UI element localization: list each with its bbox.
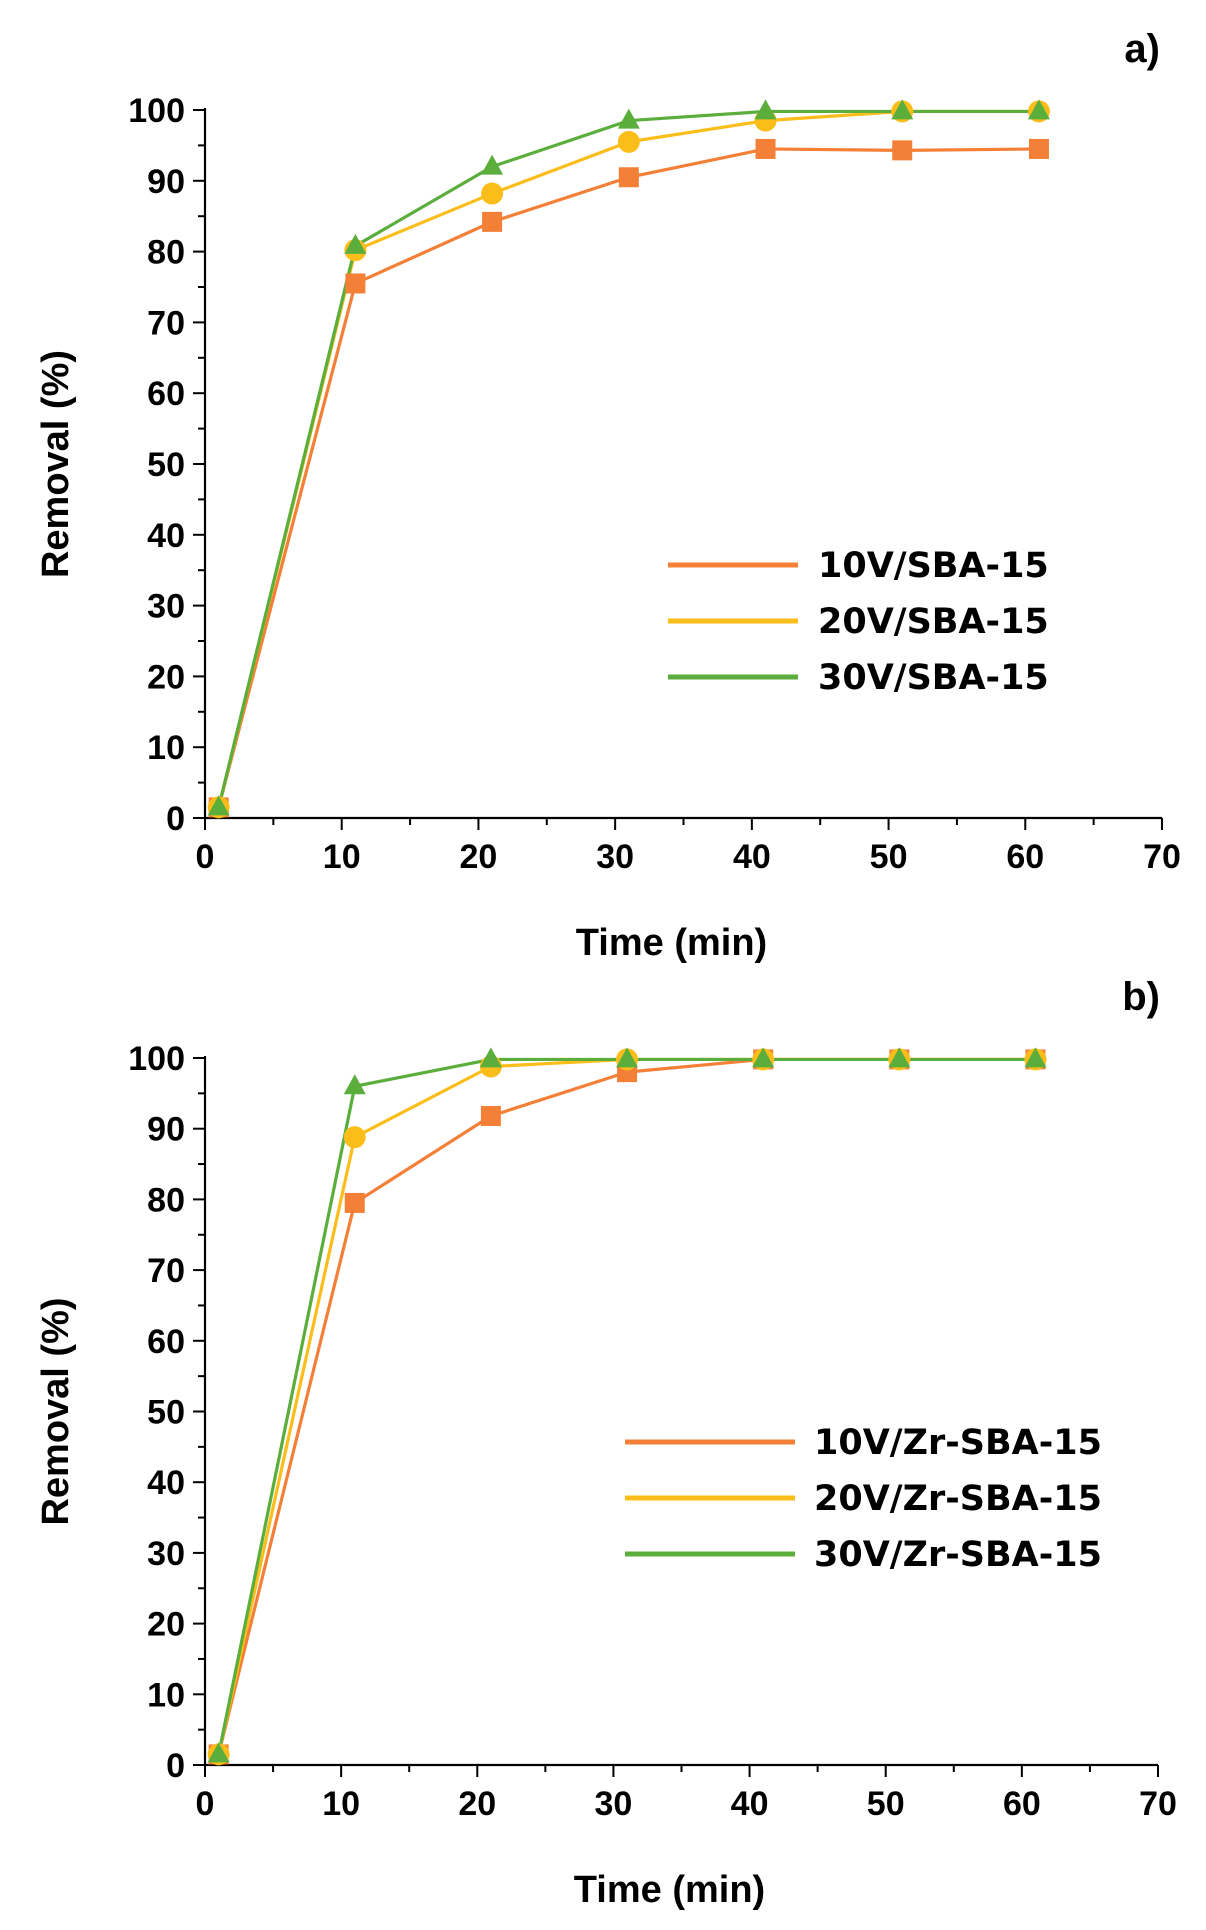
x-tick-label: 0 <box>196 838 215 876</box>
data-point <box>344 233 367 254</box>
x-tick-label: 0 <box>196 1785 215 1823</box>
y-tick-label: 30 <box>147 588 185 626</box>
y-axis-title: Removal (%) <box>35 1297 77 1525</box>
x-tick-label: 60 <box>1006 838 1044 876</box>
data-point <box>892 140 913 161</box>
x-tick-label: 30 <box>595 1785 633 1823</box>
data-point <box>891 99 914 120</box>
y-tick-label: 30 <box>147 1535 185 1573</box>
series-line-10V/Zr-SBA-15 <box>217 1057 1036 1755</box>
x-tick-label: 50 <box>867 1785 905 1823</box>
y-tick-label: 90 <box>147 163 185 201</box>
y-tick-label: 20 <box>147 1606 185 1644</box>
series-line-20V/Zr-SBA-15 <box>217 1057 1036 1755</box>
chart-panel-1: 0 10 20 30 40 50 60 70 0 10 20 30 40 50 60 70 80 90 100 Tim… <box>35 975 1177 1911</box>
x-axis-title: Time (min) <box>574 1869 765 1911</box>
y-tick-label: 100 <box>128 92 185 130</box>
y-tick-label: 50 <box>147 1394 185 1432</box>
data-point <box>345 273 366 294</box>
x-tick-label: 10 <box>323 838 361 876</box>
y-tick-label: 70 <box>147 304 185 342</box>
data-point <box>616 1047 639 1068</box>
y-tick-label: 80 <box>147 1181 185 1219</box>
legend-label: 20V/SBA-15 <box>818 602 1049 642</box>
data-point <box>480 1105 501 1126</box>
x-tick-label: 20 <box>460 838 498 876</box>
data-point <box>618 167 639 188</box>
data-point <box>207 795 230 816</box>
data-point <box>482 211 503 232</box>
data-point <box>1024 1047 1047 1068</box>
data-point <box>617 108 640 129</box>
x-tick-label: 40 <box>733 838 771 876</box>
x-tick-label: 10 <box>322 1785 360 1823</box>
series-line-20V/SBA-15 <box>217 109 1039 808</box>
legend-label: 20V/Zr-SBA-15 <box>814 1479 1102 1519</box>
data-point <box>479 1047 502 1068</box>
data-point <box>343 1074 366 1095</box>
data-point <box>755 138 776 159</box>
series-line-30V/Zr-SBA-15 <box>217 1057 1036 1755</box>
y-tick-label: 20 <box>147 658 185 696</box>
y-tick-label: 80 <box>147 234 185 272</box>
data-point <box>344 1192 365 1213</box>
y-tick-label: 0 <box>166 800 185 838</box>
y-tick-label: 70 <box>147 1252 185 1290</box>
legend-label: 30V/SBA-15 <box>818 658 1049 698</box>
legend-label: 10V/SBA-15 <box>818 546 1049 586</box>
data-point <box>617 130 640 153</box>
data-point <box>207 1742 230 1763</box>
y-tick-label: 60 <box>147 1323 185 1361</box>
legend: 10V/Zr-SBA-15 20V/Zr-SBA-15 30V/Zr-SBA-15 <box>625 1423 1102 1575</box>
y-tick-label: 10 <box>147 1676 185 1714</box>
y-tick-label: 90 <box>147 1111 185 1149</box>
data-point <box>343 1126 366 1149</box>
panel-label: a) <box>1124 27 1160 71</box>
x-tick-label: 20 <box>458 1785 496 1823</box>
x-tick-label: 70 <box>1143 838 1181 876</box>
x-axis-title: Time (min) <box>576 922 767 964</box>
data-point <box>481 182 504 205</box>
y-tick-label: 40 <box>147 517 185 555</box>
y-tick-label: 100 <box>128 1040 185 1078</box>
y-axis-title: Removal (%) <box>35 350 77 578</box>
data-point <box>752 1047 775 1068</box>
series-line-10V/SBA-15 <box>217 147 1039 808</box>
y-tick-label: 0 <box>166 1747 185 1785</box>
data-point <box>1028 138 1049 159</box>
data-point <box>888 1047 911 1068</box>
x-tick-label: 30 <box>596 838 634 876</box>
y-tick-label: 60 <box>147 375 185 413</box>
legend-label: 10V/Zr-SBA-15 <box>814 1423 1102 1463</box>
chart-panel-0: 0 10 20 30 40 50 60 70 0 10 20 30 40 50 60 70 80 90 100 Tim… <box>35 27 1181 964</box>
panel-label: b) <box>1122 975 1160 1019</box>
y-tick-label: 10 <box>147 729 185 767</box>
data-point <box>481 154 504 175</box>
x-tick-label: 60 <box>1003 1785 1041 1823</box>
x-tick-label: 70 <box>1139 1785 1177 1823</box>
series-line-30V/SBA-15 <box>217 109 1039 808</box>
x-tick-label: 40 <box>731 1785 769 1823</box>
y-tick-label: 40 <box>147 1464 185 1502</box>
legend-label: 30V/Zr-SBA-15 <box>814 1535 1102 1575</box>
x-tick-label: 50 <box>870 838 908 876</box>
y-tick-label: 50 <box>147 446 185 484</box>
data-point <box>754 99 777 120</box>
legend: 10V/SBA-15 20V/SBA-15 30V/SBA-15 <box>668 546 1049 698</box>
data-point <box>1027 99 1050 120</box>
